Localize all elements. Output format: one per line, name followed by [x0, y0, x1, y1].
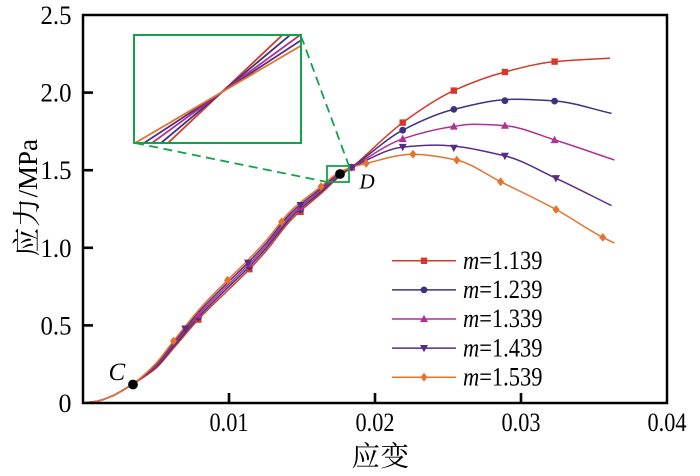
- svg-text:0.04: 0.04: [648, 408, 687, 437]
- svg-text:1.5: 1.5: [41, 156, 72, 185]
- svg-text:0: 0: [59, 389, 72, 418]
- svg-text:0.03: 0.03: [502, 408, 541, 437]
- svg-text:m=1.239: m=1.239: [463, 275, 543, 304]
- svg-text:2.5: 2.5: [41, 1, 72, 30]
- svg-text:m=1.539: m=1.539: [463, 362, 543, 391]
- svg-text:0.01: 0.01: [210, 408, 249, 437]
- svg-text:0.5: 0.5: [41, 311, 72, 340]
- svg-text:0.02: 0.02: [356, 408, 395, 437]
- svg-text:1.0: 1.0: [41, 234, 72, 263]
- svg-text:D: D: [359, 170, 375, 194]
- svg-text:m=1.139: m=1.139: [463, 246, 543, 275]
- svg-text:C: C: [109, 359, 126, 386]
- svg-text:m=1.339: m=1.339: [463, 304, 543, 333]
- svg-text:m=1.439: m=1.439: [463, 333, 543, 362]
- svg-text:2.0: 2.0: [41, 79, 72, 108]
- svg-text:/MPa: /MPa: [13, 139, 43, 198]
